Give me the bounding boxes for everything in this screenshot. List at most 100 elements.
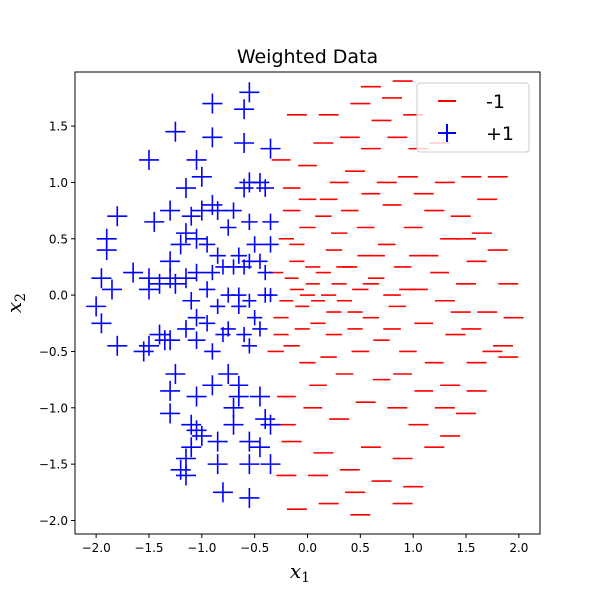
data-point-plus bbox=[242, 293, 257, 308]
data-point-plus bbox=[191, 200, 212, 221]
data-point-plus bbox=[133, 341, 154, 362]
data-point-plus bbox=[257, 264, 273, 281]
y-tick-label: 1.0 bbox=[49, 176, 68, 190]
data-point-plus bbox=[218, 363, 239, 384]
data-point-plus bbox=[160, 403, 181, 424]
data-point-plus bbox=[260, 138, 281, 159]
data-point-plus bbox=[249, 386, 270, 407]
x-tick-label: 0.5 bbox=[351, 541, 370, 555]
x-tick-label: 0.0 bbox=[298, 541, 317, 555]
data-point-plus bbox=[175, 268, 196, 289]
chart-title: Weighted Data bbox=[237, 46, 378, 68]
data-point-plus bbox=[220, 219, 237, 236]
data-point-plus bbox=[263, 288, 278, 303]
data-point-plus bbox=[202, 194, 223, 215]
y-axis-label-base: x bbox=[2, 302, 26, 313]
data-point-plus bbox=[175, 465, 196, 486]
data-point-plus bbox=[207, 431, 228, 452]
data-point-plus bbox=[165, 363, 186, 384]
data-point-plus bbox=[170, 459, 191, 480]
data-point-plus bbox=[202, 93, 223, 114]
y-tick-label: −1.5 bbox=[39, 458, 68, 472]
data-point-plus bbox=[160, 251, 181, 272]
x-axis-label-subscript: 1 bbox=[301, 570, 310, 586]
data-point-plus bbox=[186, 228, 207, 249]
data-point-plus bbox=[223, 414, 244, 435]
data-point-plus bbox=[175, 178, 196, 199]
data-point-plus bbox=[181, 206, 201, 226]
x-axis-label: x1 bbox=[290, 559, 310, 586]
legend-label-minus: -1 bbox=[486, 91, 505, 113]
data-point-plus bbox=[191, 425, 212, 446]
x-tick-label: 1.0 bbox=[404, 541, 423, 555]
data-point-plus bbox=[191, 166, 212, 187]
data-point-plus bbox=[181, 414, 202, 435]
data-point-plus bbox=[239, 454, 260, 475]
data-point-plus bbox=[202, 127, 223, 148]
data-point-plus bbox=[170, 234, 191, 255]
data-point-plus bbox=[96, 240, 117, 261]
data-point-plus bbox=[239, 431, 260, 452]
data-point-plus bbox=[231, 298, 247, 314]
data-point-plus bbox=[123, 262, 144, 283]
y-tick-label: −0.5 bbox=[39, 345, 68, 359]
data-point-plus bbox=[160, 200, 181, 221]
data-point-plus bbox=[249, 437, 270, 458]
data-point-plus bbox=[260, 414, 281, 435]
data-point-plus bbox=[198, 315, 216, 332]
y-tick-label: −2.0 bbox=[39, 514, 68, 528]
data-point-plus bbox=[202, 375, 223, 396]
data-point-plus bbox=[149, 324, 170, 345]
data-point-plus bbox=[144, 211, 165, 232]
data-point-plus bbox=[204, 343, 221, 360]
data-point-plus bbox=[210, 298, 226, 314]
data-point-plus bbox=[175, 448, 196, 469]
y-tick-label: 1.5 bbox=[49, 120, 68, 134]
data-point-plus bbox=[230, 247, 248, 264]
data-point-plus bbox=[256, 179, 275, 197]
data-point-plus bbox=[160, 380, 181, 401]
data-point-plus bbox=[228, 386, 249, 407]
data-point-plus bbox=[241, 213, 258, 231]
data-point-plus bbox=[101, 279, 122, 300]
data-point-plus bbox=[165, 121, 186, 142]
data-point-plus bbox=[255, 409, 276, 430]
data-point-plus bbox=[198, 281, 216, 298]
data-point-plus bbox=[187, 308, 206, 327]
data-point-plus bbox=[91, 313, 112, 334]
legend: -1 +1 bbox=[416, 82, 530, 153]
data-point-plus bbox=[234, 132, 255, 153]
x-tick-label: 1.5 bbox=[456, 541, 475, 555]
data-point-plus bbox=[175, 223, 196, 244]
data-point-plus bbox=[138, 335, 159, 356]
data-point-plus bbox=[187, 263, 206, 282]
x-tick-label: −0.5 bbox=[240, 541, 269, 555]
data-point-plus bbox=[252, 321, 268, 337]
data-point-plus bbox=[246, 236, 263, 253]
data-point-plus bbox=[234, 99, 255, 120]
data-point-plus bbox=[204, 264, 220, 281]
data-point-plus bbox=[198, 236, 216, 253]
data-point-plus bbox=[186, 386, 207, 407]
data-point-plus bbox=[212, 482, 233, 503]
data-point-plus bbox=[252, 253, 268, 269]
x-axis-label-base: x bbox=[290, 559, 301, 583]
data-point-plus bbox=[236, 326, 252, 343]
y-tick-label: 0.5 bbox=[49, 232, 68, 246]
data-point-plus bbox=[138, 149, 159, 170]
data-point-plus bbox=[209, 247, 226, 264]
data-point-plus bbox=[181, 437, 202, 458]
data-point-plus bbox=[207, 454, 228, 475]
data-point-plus bbox=[182, 291, 201, 310]
y-tick-label: 0.0 bbox=[49, 289, 68, 303]
data-point-plus bbox=[225, 259, 242, 275]
data-point-plus bbox=[215, 326, 231, 343]
data-point-plus bbox=[262, 236, 279, 253]
y-axis-ticks: −2.0 −1.5 −1.0 −0.5 0.0 0.5 1.0 1.5 bbox=[39, 120, 75, 528]
data-point-plus bbox=[91, 268, 112, 289]
data-point-plus bbox=[177, 320, 195, 338]
data-point-plus bbox=[107, 206, 128, 227]
data-point-plus bbox=[86, 296, 107, 317]
data-point-plus bbox=[223, 397, 244, 418]
